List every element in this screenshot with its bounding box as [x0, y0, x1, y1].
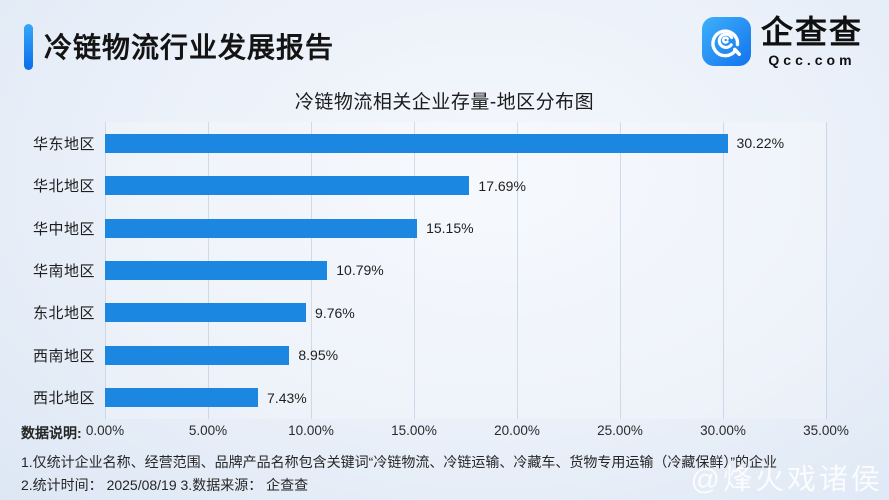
x-tick-label: 5.00%: [188, 423, 228, 438]
title-accent-bar: [24, 24, 33, 70]
category-label: 华南地区: [32, 262, 95, 280]
qcc-logo: 企查查 Qcc.com: [701, 16, 863, 67]
bar-chart: 华东地区 30.22% 华北地区 17.69% 华中地区 15.15% 华南地区 10.79%…: [0, 122, 889, 419]
bar-row: 西北地区 7.43%: [0, 377, 889, 419]
category-label: 华东地区: [32, 135, 95, 153]
x-tick-label: 25.00%: [597, 423, 643, 438]
bar: [105, 260, 328, 280]
gridline: [620, 122, 621, 419]
footnote-line-1: 1.仅统计企业名称、经营范围、品牌产品名称包含关键词“冷链物流、冷链运输、冷藏车…: [21, 454, 777, 470]
gridline: [517, 122, 518, 419]
bar-row: 华南地区 10.79%: [0, 249, 889, 291]
x-tick-label: 15.00%: [391, 423, 437, 438]
bar-row: 西南地区 8.95%: [0, 334, 889, 376]
footnote-line-2: 2.统计时间： 2025/08/19 3.数据来源： 企查查: [21, 477, 309, 493]
gridline: [723, 122, 724, 419]
x-tick-label: 30.00%: [700, 423, 746, 438]
qcc-logo-icon: [701, 17, 751, 66]
x-axis: 数据说明: 0.00% 5.00% 10.00% 15.00% 20.00% 25.00%…: [0, 423, 889, 441]
bar-row: 华北地区 17.69%: [0, 164, 889, 206]
bar: [105, 133, 728, 153]
bar: [105, 176, 470, 196]
bar-row: 华东地区 30.22%: [0, 122, 889, 164]
chart-title: 冷链物流相关企业存量-地区分布图: [294, 92, 595, 113]
report-header: 冷链物流行业发展报告 企查查 Qcc.com: [0, 0, 889, 80]
category-label: 华中地区: [32, 220, 95, 238]
footnotes: 1.仅统计企业名称、经营范围、品牌产品名称包含关键词“冷链物流、冷链运输、冷藏车…: [21, 451, 871, 497]
category-label: 东北地区: [32, 305, 95, 323]
value-label: 7.43%: [267, 389, 307, 406]
value-label: 30.22%: [736, 135, 785, 152]
value-label: 9.76%: [315, 304, 355, 321]
x-tick-label: 10.00%: [288, 423, 334, 438]
bar-row: 华中地区 15.15%: [0, 207, 889, 249]
bar-rows: 华东地区 30.22% 华北地区 17.69% 华中地区 15.15% 华南地区 10.79%…: [0, 122, 889, 419]
qcc-logo-domain: Qcc.com: [768, 52, 856, 68]
x-tick-label: 20.00%: [494, 423, 540, 438]
qcc-logo-name: 企查查: [760, 14, 863, 50]
value-label: 15.15%: [426, 220, 474, 237]
value-label: 10.79%: [336, 262, 384, 279]
data-note-label: 数据说明:: [21, 425, 82, 441]
x-tick-label: 0.00%: [85, 423, 125, 438]
gridline: [826, 122, 827, 419]
watermark: @烽火戏诸侯: [690, 464, 883, 496]
category-label: 西北地区: [32, 390, 95, 408]
value-label: 17.69%: [478, 177, 526, 194]
bar-row: 东北地区 9.76%: [0, 292, 889, 334]
category-label: 西南地区: [32, 347, 95, 365]
qcc-logo-text: 企查查 Qcc.com: [761, 16, 863, 67]
bar: [105, 218, 418, 238]
gridline: [414, 122, 415, 419]
bar: [105, 388, 259, 408]
category-label: 华北地区: [32, 178, 95, 196]
value-label: 8.95%: [298, 347, 339, 364]
bar: [105, 303, 307, 323]
bar: [105, 345, 290, 365]
x-tick-label: 35.00%: [803, 423, 849, 438]
report-title: 冷链物流行业发展报告: [44, 32, 335, 63]
